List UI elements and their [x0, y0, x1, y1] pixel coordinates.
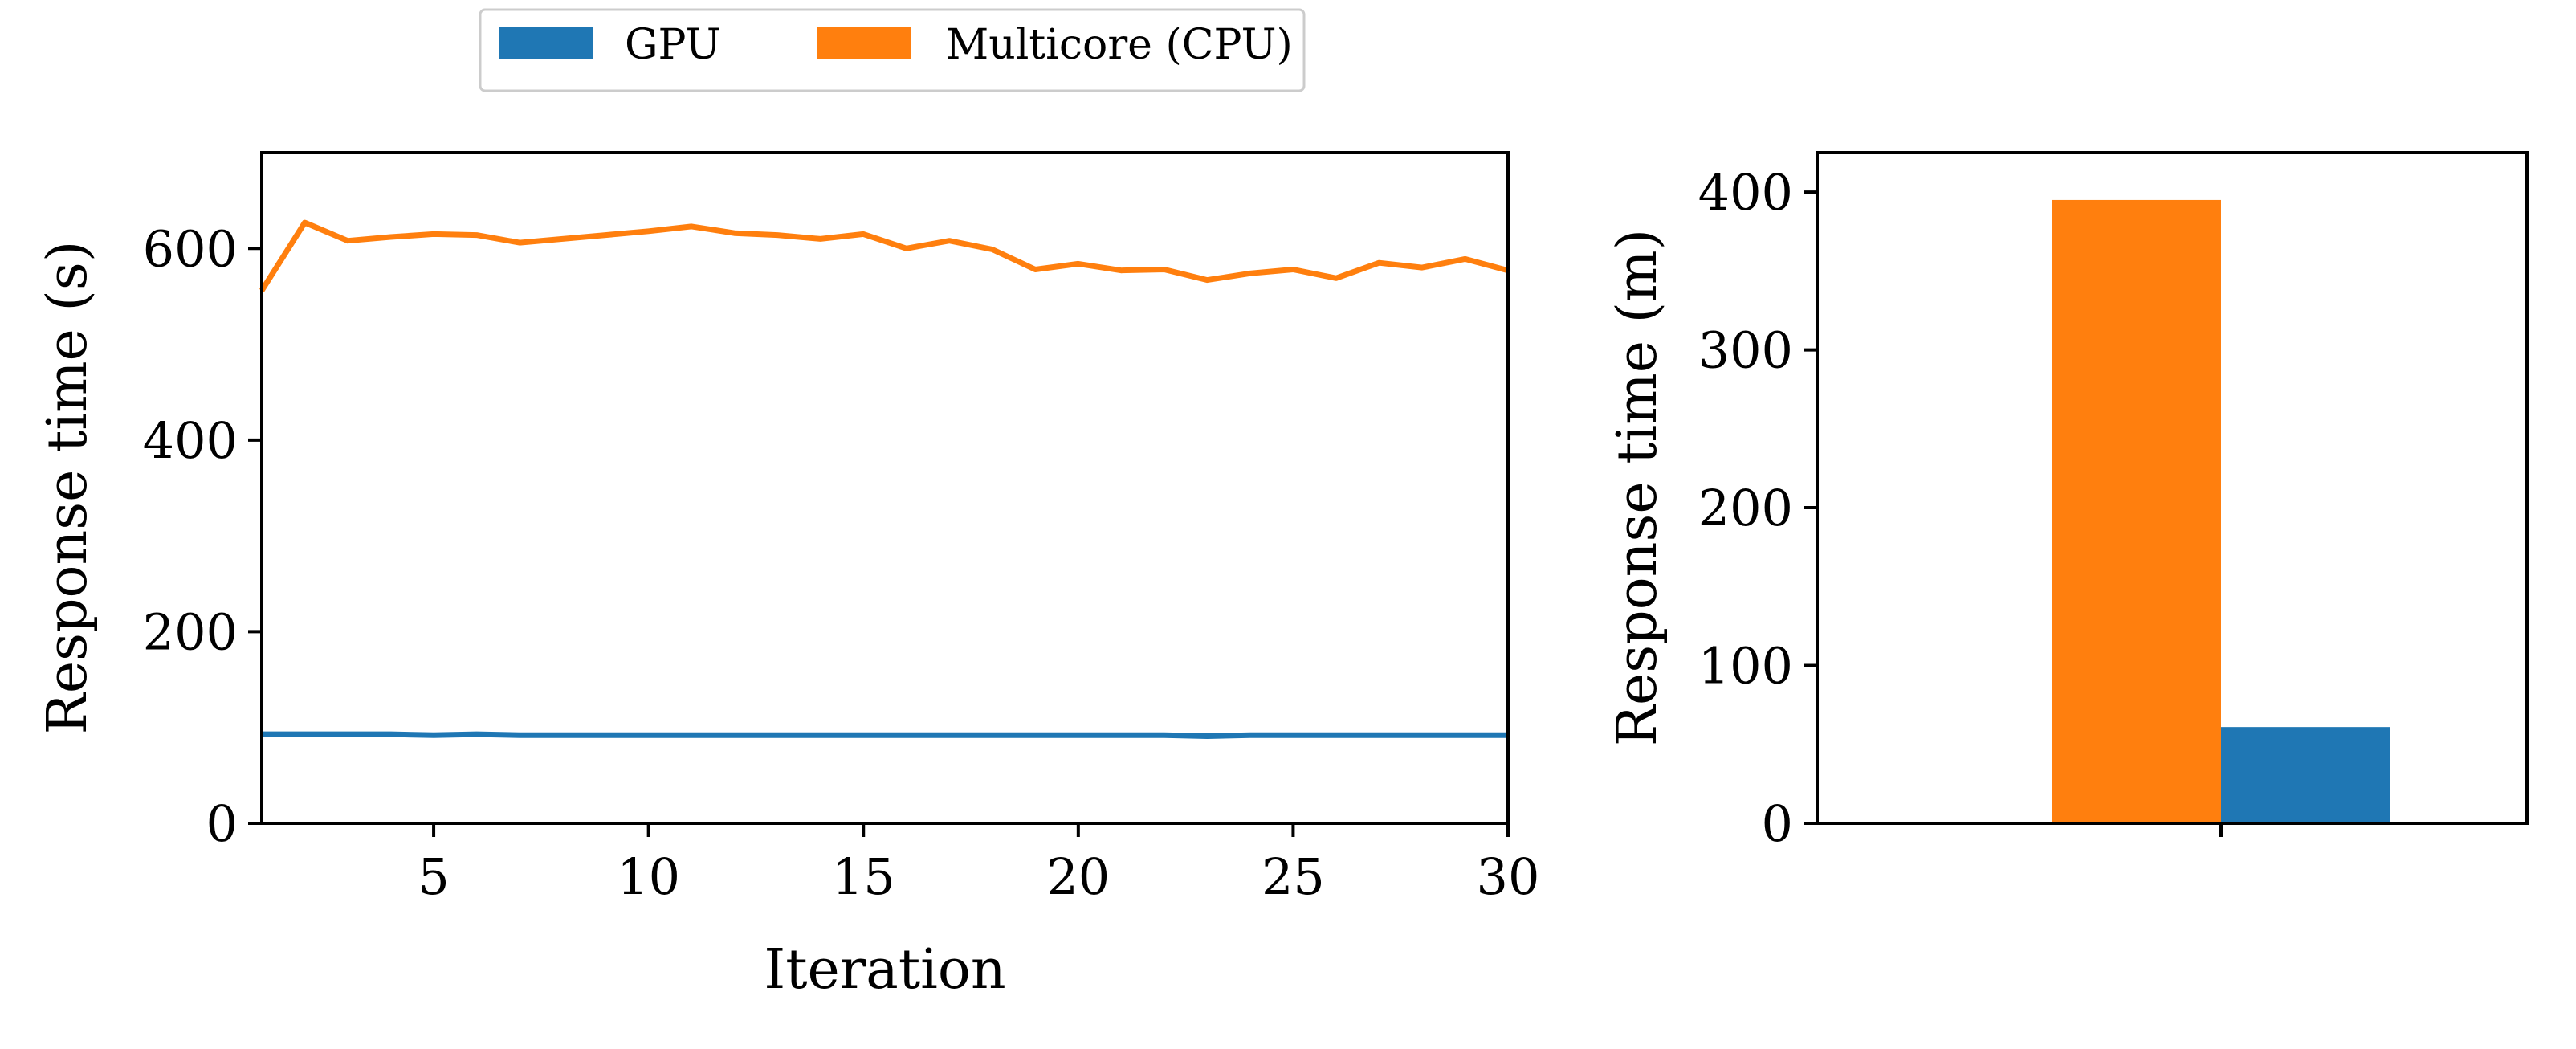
bar-chart-frame	[1816, 151, 2529, 825]
bar-y-axis-title: Response time (m)	[1606, 229, 1669, 746]
line-y-tick-label: 400	[143, 411, 238, 470]
series-line-cpu	[259, 219, 1509, 292]
line-y-tick-label: 200	[143, 602, 238, 661]
line-series-layer	[259, 219, 1509, 739]
line-x-tick-label: 10	[617, 847, 680, 906]
bar-chart: 0 100 200 300 400 Response time (m)	[1606, 151, 2529, 853]
bar-y-tick-label: 400	[1698, 163, 1793, 222]
line-x-tick-label: 20	[1046, 847, 1110, 906]
bar-y-tick-label: 100	[1698, 637, 1793, 696]
line-y-axis-title: Response time (s)	[36, 241, 100, 735]
line-x-axis-title: Iteration	[764, 938, 1005, 1002]
line-chart: 5 10 15 20 25 30 0 200 400 600 Iteration Respons…	[36, 151, 1539, 1002]
bar-y-ticks: 0 100 200 300 400	[1698, 163, 1817, 853]
bar-cpu	[2052, 199, 2221, 824]
line-x-tick-label: 25	[1262, 847, 1325, 906]
line-y-tick-label: 600	[143, 219, 238, 278]
legend-label-cpu: Multicore (CPU)	[946, 21, 1293, 69]
bar-y-tick-label: 300	[1698, 321, 1793, 380]
bar-y-tick-label: 200	[1698, 479, 1793, 537]
bar-y-tick-label: 0	[1762, 794, 1793, 853]
bar-gpu	[2221, 727, 2390, 823]
legend-label-gpu: GPU	[625, 21, 720, 69]
line-x-tick-label: 5	[418, 847, 449, 906]
line-x-tick-label: 15	[832, 847, 895, 906]
series-line-gpu	[262, 731, 1508, 739]
line-x-tick-label: 30	[1477, 847, 1540, 906]
line-y-ticks: 0 200 400 600	[143, 219, 262, 853]
legend-swatch-cpu	[817, 27, 911, 59]
legend: GPU Multicore (CPU)	[479, 8, 1306, 92]
line-x-ticks: 5 10 15 20 25 30	[418, 823, 1539, 906]
line-chart-frame	[260, 151, 1510, 825]
line-y-tick-label: 0	[206, 794, 238, 853]
bar-layer	[2052, 199, 2390, 824]
legend-swatch-gpu	[499, 27, 593, 59]
